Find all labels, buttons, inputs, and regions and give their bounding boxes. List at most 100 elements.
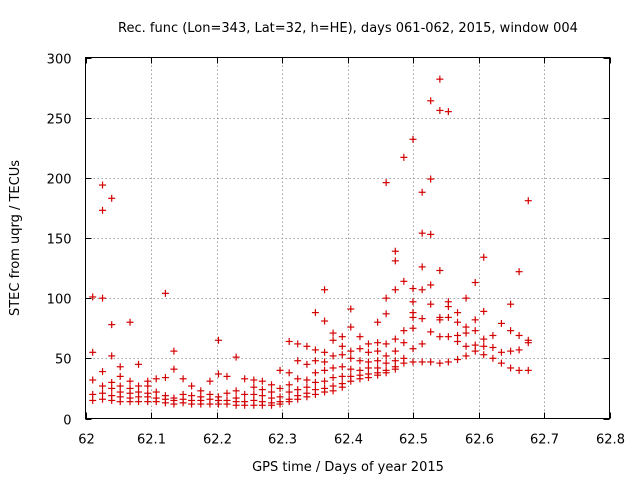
data-points — [89, 75, 532, 409]
data-point — [418, 229, 426, 237]
data-point — [356, 345, 364, 353]
data-point — [152, 398, 160, 406]
data-point — [489, 331, 497, 339]
data-point — [382, 179, 390, 187]
data-point — [454, 331, 462, 339]
x-tick-label: 62.3 — [268, 433, 297, 448]
data-point — [338, 383, 346, 391]
data-point — [347, 354, 355, 362]
y-tick-label: 150 — [47, 233, 72, 248]
data-point — [311, 390, 319, 398]
data-point — [214, 336, 222, 344]
data-point — [152, 375, 160, 383]
data-point — [108, 352, 116, 360]
x-tick-label: 62.1 — [137, 433, 166, 448]
data-point — [391, 365, 399, 373]
data-point — [206, 400, 214, 408]
data-point — [374, 371, 382, 379]
data-point — [356, 375, 364, 383]
data-point — [152, 388, 160, 396]
data-point — [285, 398, 293, 406]
y-tick-label: 50 — [55, 353, 72, 368]
data-point — [480, 342, 488, 350]
data-point — [108, 194, 116, 202]
data-point — [170, 365, 178, 373]
data-point — [338, 351, 346, 359]
x-axis-label: GPS time / Days of year 2015 — [252, 460, 444, 475]
data-point — [232, 401, 240, 409]
data-point — [161, 374, 169, 382]
data-point — [480, 253, 488, 261]
data-point — [268, 381, 276, 389]
data-point — [285, 381, 293, 389]
data-point — [294, 375, 302, 383]
data-point — [462, 323, 470, 331]
data-point — [462, 342, 470, 350]
data-point — [329, 387, 337, 395]
data-point — [409, 285, 417, 293]
data-point — [338, 333, 346, 341]
data-point — [471, 279, 479, 287]
data-point — [108, 378, 116, 386]
data-point — [241, 390, 249, 398]
grid-layer — [85, 57, 610, 419]
axis-ticks — [85, 57, 611, 420]
data-point — [250, 376, 258, 384]
data-point — [108, 321, 116, 329]
data-point — [188, 382, 196, 390]
y-tick-label: 100 — [47, 293, 72, 308]
data-point — [489, 354, 497, 362]
data-point — [108, 384, 116, 392]
data-point — [507, 347, 515, 355]
data-point — [321, 286, 329, 294]
data-point — [170, 400, 178, 408]
data-point — [489, 344, 497, 352]
data-point — [347, 377, 355, 385]
data-point — [524, 197, 532, 205]
data-point — [356, 357, 364, 365]
data-point — [223, 400, 231, 408]
data-point — [214, 400, 222, 408]
data-point — [364, 374, 372, 382]
data-point — [258, 386, 266, 394]
data-point — [250, 401, 258, 409]
data-point — [427, 97, 435, 105]
data-point — [382, 352, 390, 360]
data-point — [418, 315, 426, 323]
data-point — [382, 359, 390, 367]
x-tick-label: 62.4 — [334, 433, 363, 448]
data-point — [188, 400, 196, 408]
data-point — [515, 346, 523, 354]
data-point — [436, 316, 444, 324]
data-point — [329, 364, 337, 372]
data-point — [329, 329, 337, 337]
data-point — [89, 293, 97, 301]
data-point — [418, 286, 426, 294]
data-point — [276, 384, 284, 392]
data-point — [391, 247, 399, 255]
data-point — [321, 348, 329, 356]
data-point — [382, 294, 390, 302]
data-point — [99, 294, 107, 302]
data-point — [214, 370, 222, 378]
data-point — [507, 300, 515, 308]
data-point — [144, 382, 152, 390]
data-point — [374, 318, 382, 326]
data-point — [338, 342, 346, 350]
data-point — [462, 294, 470, 302]
y-tick-label: 200 — [47, 173, 72, 188]
data-point — [99, 181, 107, 189]
data-point — [418, 188, 426, 196]
x-tick-label: 62.6 — [465, 433, 494, 448]
data-point — [294, 395, 302, 403]
data-point — [462, 352, 470, 360]
data-point — [303, 360, 311, 368]
data-point — [311, 357, 319, 365]
data-point — [294, 357, 302, 365]
data-point — [329, 336, 337, 344]
data-point — [374, 347, 382, 355]
data-point — [391, 335, 399, 343]
data-point — [454, 356, 462, 364]
data-point — [409, 345, 417, 353]
